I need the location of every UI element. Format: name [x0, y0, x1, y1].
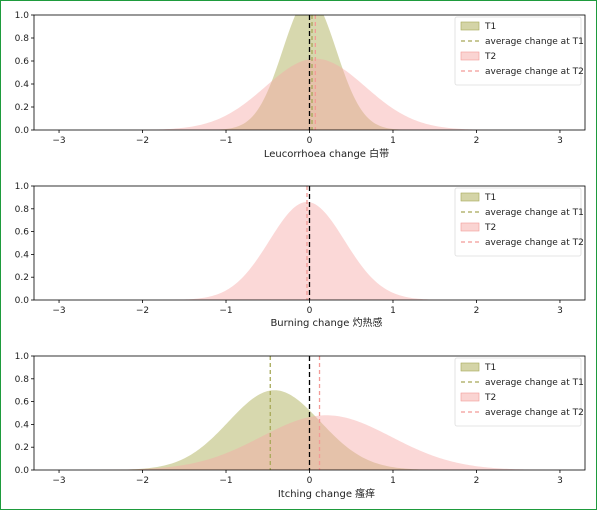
- x-tick-label: −3: [52, 476, 65, 486]
- legend-label: T2: [484, 52, 496, 62]
- x-axis-label: Burning change 灼热感: [270, 316, 382, 329]
- x-tick-label: −1: [219, 476, 232, 486]
- legend-swatch-t2: [460, 51, 480, 61]
- y-tick-label: 0.0: [15, 126, 30, 136]
- x-tick-label: −1: [219, 136, 232, 146]
- legend-box: [454, 187, 582, 257]
- x-axis-label: Itching change 瘙痒: [278, 487, 375, 500]
- chart-panel-1: −3 −2 −1 0 1 2 3 0.0 0.2 0.4 0.6 0.8 1.0 Leucorrhoea …: [15, 11, 586, 160]
- legend: T1 average change at T1 T2 average change a…: [454, 187, 584, 257]
- y-tick-label: 0.2: [15, 273, 29, 283]
- y-tick-label: 0.4: [15, 250, 30, 260]
- legend-label: T1: [484, 22, 496, 32]
- legend-label: T2: [484, 223, 496, 233]
- x-tick-label: 0: [307, 136, 313, 146]
- y-tick-label: 0.2: [15, 443, 29, 453]
- legend-swatch-t1: [460, 362, 480, 372]
- y-tick-label: 1.0: [15, 182, 30, 192]
- x-tick-label: 2: [474, 476, 480, 486]
- density-area-t2: [34, 415, 585, 470]
- legend-label: average change at T1: [485, 378, 584, 388]
- y-tick-label: 0.2: [15, 103, 29, 113]
- y-tick-label: 0.0: [15, 296, 30, 306]
- legend-swatch-t2: [460, 392, 480, 402]
- x-tick-label: 0: [307, 306, 313, 316]
- y-tick-label: 1.0: [15, 352, 30, 362]
- legend-swatch-t1: [460, 192, 480, 202]
- x-tick-label: 3: [557, 476, 563, 486]
- x-tick-label: −3: [52, 136, 65, 146]
- legend-label: T1: [484, 193, 496, 203]
- legend-label: T2: [484, 393, 496, 403]
- y-tick-label: 0.6: [15, 398, 30, 408]
- x-tick-label: 2: [474, 306, 480, 316]
- x-tick-label: 3: [557, 306, 563, 316]
- y-tick-label: 0.4: [15, 420, 30, 430]
- x-tick-label: −2: [136, 476, 149, 486]
- chart-panel-3: −3 −2 −1 0 1 2 3 0.0 0.2 0.4 0.6 0.8 1.0 Itching chan…: [15, 352, 586, 500]
- legend-label: average change at T2: [485, 238, 584, 248]
- legend-swatch-t1: [460, 21, 480, 31]
- x-tick-label: 2: [474, 136, 480, 146]
- x-tick-label: −2: [136, 136, 149, 146]
- density-area-t2: [34, 58, 585, 130]
- legend-label: average change at T1: [485, 37, 584, 47]
- y-tick-label: 0.8: [15, 34, 30, 44]
- legend-swatch-t2: [460, 222, 480, 232]
- legend-label: T1: [484, 363, 496, 373]
- x-tick-label: 0: [307, 476, 313, 486]
- x-axis-label: Leucorrhoea change 白带: [264, 147, 389, 160]
- x-tick-label: 1: [390, 306, 396, 316]
- chart-panel-2: −3 −2 −1 0 1 2 3 0.0 0.2 0.4 0.6 0.8 1.0 Burning chan…: [15, 182, 586, 329]
- y-tick-label: 0.6: [15, 228, 30, 238]
- x-tick-label: 3: [557, 136, 563, 146]
- y-tick-label: 0.8: [15, 205, 30, 215]
- legend-label: average change at T2: [485, 408, 584, 418]
- x-tick-label: −2: [136, 306, 149, 316]
- y-tick-label: 1.0: [15, 11, 30, 21]
- y-tick-label: 0.4: [15, 80, 30, 90]
- y-tick-label: 0.0: [15, 466, 30, 476]
- legend-label: average change at T2: [485, 67, 584, 77]
- y-tick-label: 0.8: [15, 375, 30, 385]
- legend: T1 average change at T1 T2 average change a…: [454, 357, 584, 427]
- x-tick-label: 1: [390, 476, 396, 486]
- legend-box: [454, 357, 582, 427]
- legend: T1 average change at T1 T2 average change a…: [454, 16, 584, 86]
- x-tick-label: −3: [52, 306, 65, 316]
- y-tick-label: 0.6: [15, 57, 30, 67]
- legend-label: average change at T1: [485, 208, 584, 218]
- legend-box: [454, 16, 582, 86]
- x-tick-label: 1: [390, 136, 396, 146]
- x-tick-label: −1: [219, 306, 232, 316]
